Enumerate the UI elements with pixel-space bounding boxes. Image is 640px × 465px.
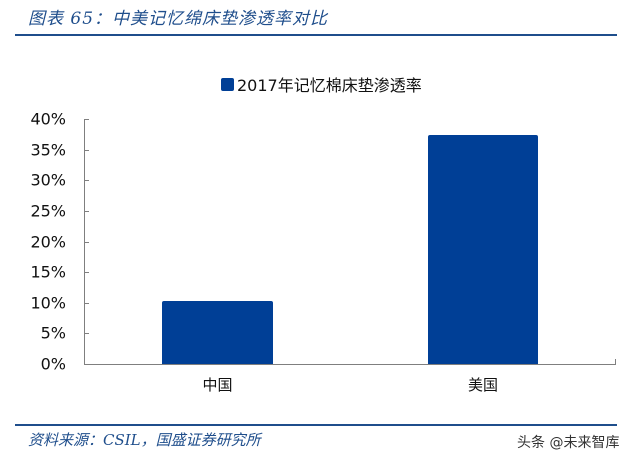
figure-title: 图表 65：中美记忆绵床垫渗透率对比	[28, 9, 329, 29]
y-tick	[84, 180, 89, 181]
y-tick-label: 0%	[40, 354, 66, 374]
y-tick-label: 5%	[40, 323, 66, 343]
y-tick-label: 35%	[30, 140, 66, 160]
source-note: 资料来源：CSIL，国盛证券研究所	[28, 431, 261, 449]
x-axis-end-tick	[615, 359, 616, 365]
legend: 2017年记忆棉床垫渗透率	[221, 72, 422, 96]
bar-china	[162, 301, 273, 364]
y-tick	[84, 211, 89, 212]
y-axis	[84, 119, 85, 364]
x-label-usa: 美国	[467, 376, 499, 394]
x-label-china: 中国	[202, 376, 233, 394]
legend-swatch	[221, 77, 234, 91]
y-tick	[84, 333, 89, 334]
top-rule	[15, 34, 617, 36]
y-tick-label: 25%	[30, 201, 66, 221]
y-tick	[84, 364, 89, 365]
y-tick	[84, 150, 89, 151]
y-tick-label: 40%	[30, 109, 66, 129]
y-tick-label: 15%	[30, 262, 66, 282]
legend-label: 2017年记忆棉床垫渗透率	[237, 76, 422, 95]
y-tick	[84, 242, 89, 243]
x-axis	[84, 364, 616, 365]
y-tick-label: 10%	[30, 293, 66, 313]
y-tick	[84, 303, 89, 304]
bottom-rule	[15, 424, 617, 426]
y-tick	[84, 119, 89, 120]
y-tick-label: 20%	[30, 232, 66, 252]
y-tick-label: 30%	[30, 170, 66, 190]
y-tick	[84, 272, 89, 273]
watermark: 头条 @未来智库	[517, 435, 620, 451]
bar-usa	[428, 135, 538, 364]
